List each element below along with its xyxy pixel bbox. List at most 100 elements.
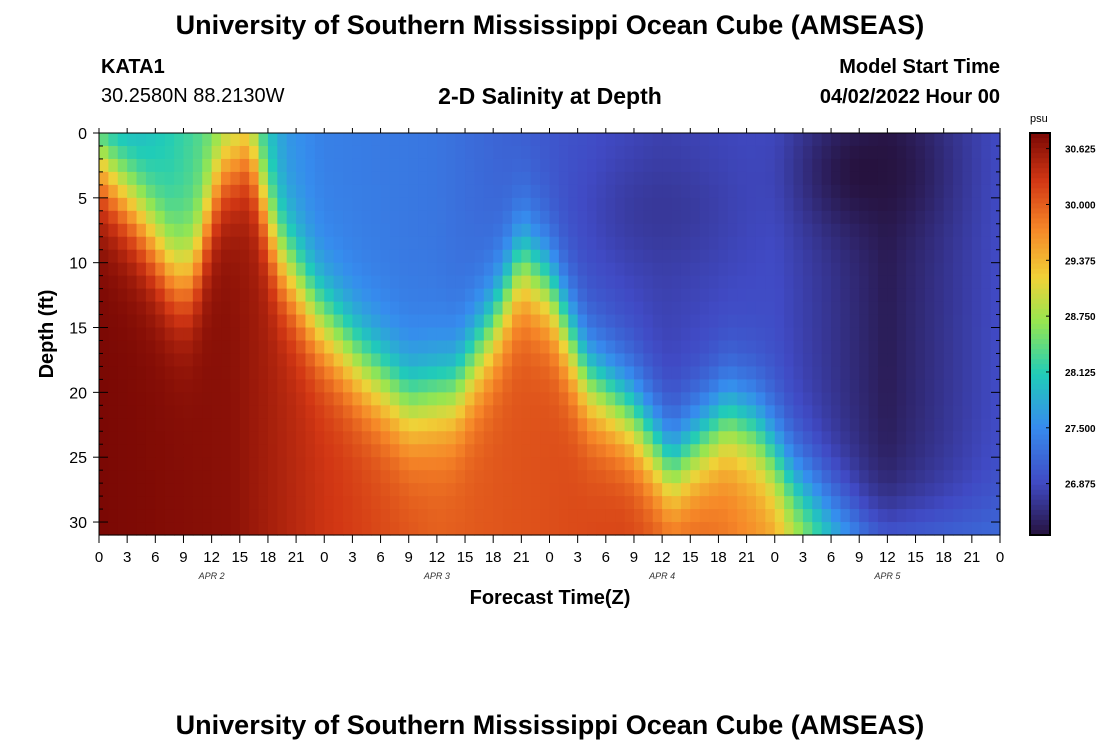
- heatmap-cell: [446, 275, 457, 290]
- heatmap-cell: [615, 133, 626, 147]
- heatmap-cell: [924, 158, 935, 173]
- heatmap-cell: [352, 301, 363, 316]
- heatmap-cell: [906, 444, 917, 458]
- heatmap-cell: [924, 392, 935, 406]
- heatmap-cell: [821, 145, 832, 160]
- heatmap-cell: [943, 366, 954, 380]
- heatmap-cell: [812, 340, 823, 355]
- heatmap-cell: [277, 522, 288, 536]
- heatmap-cell: [465, 392, 476, 406]
- heatmap-cell: [577, 418, 588, 432]
- heatmap-cell: [652, 418, 663, 432]
- y-tick-label: 25: [69, 450, 87, 467]
- heatmap-cell: [164, 509, 175, 523]
- heatmap-cell: [521, 145, 532, 160]
- heatmap-cell: [380, 197, 391, 212]
- heatmap-cell: [990, 522, 1001, 536]
- heatmap-cell: [831, 496, 842, 510]
- heatmap-cell: [399, 275, 410, 290]
- heatmap-cell: [540, 236, 551, 251]
- heatmap-cell: [943, 236, 954, 251]
- heatmap-cell: [802, 197, 813, 212]
- heatmap-cell: [277, 509, 288, 523]
- heatmap-cell: [436, 314, 447, 329]
- heatmap-cell: [202, 418, 213, 432]
- heatmap-cell: [558, 483, 569, 497]
- heatmap-cell: [117, 249, 128, 264]
- heatmap-cell: [296, 366, 307, 380]
- heatmap-cell: [305, 184, 316, 199]
- heatmap-cell: [774, 405, 785, 419]
- heatmap-cell: [690, 223, 701, 238]
- heatmap-cell: [455, 496, 466, 510]
- heatmap-cell: [455, 431, 466, 445]
- heatmap-cell: [192, 145, 203, 160]
- heatmap-cell: [793, 457, 804, 471]
- heatmap-cell: [465, 405, 476, 419]
- heatmap-cell: [305, 236, 316, 251]
- heatmap-cell: [99, 392, 109, 406]
- heatmap-cell: [418, 275, 429, 290]
- heatmap-cell: [971, 145, 982, 160]
- heatmap-cell: [981, 496, 992, 510]
- heatmap-cell: [239, 145, 250, 160]
- heatmap-cell: [849, 392, 860, 406]
- heatmap-cell: [305, 158, 316, 173]
- heatmap-cell: [174, 366, 185, 380]
- heatmap-cell: [361, 522, 372, 536]
- heatmap-cell: [652, 301, 663, 316]
- heatmap-cell: [493, 314, 504, 329]
- heatmap-cell: [436, 327, 447, 342]
- heatmap-cell: [258, 314, 269, 329]
- heatmap-cell: [812, 353, 823, 368]
- heatmap-cell: [802, 353, 813, 368]
- heatmap-cell: [943, 444, 954, 458]
- heatmap-cell: [605, 314, 616, 329]
- heatmap-cell: [718, 418, 729, 432]
- heatmap-cell: [877, 405, 888, 419]
- heatmap-cell: [615, 327, 626, 342]
- heatmap-cell: [549, 470, 560, 484]
- heatmap-cell: [709, 444, 720, 458]
- heatmap-cell: [455, 327, 466, 342]
- heatmap-cell: [633, 184, 644, 199]
- heatmap-cell: [343, 223, 354, 238]
- heatmap-cell: [521, 236, 532, 251]
- heatmap-cell: [211, 340, 222, 355]
- heatmap-cell: [258, 444, 269, 458]
- heatmap-cell: [746, 470, 757, 484]
- heatmap-cell: [971, 210, 982, 225]
- heatmap-cell: [324, 392, 335, 406]
- heatmap-cell: [155, 483, 166, 497]
- heatmap-cell: [765, 470, 776, 484]
- heatmap-cell: [202, 197, 213, 212]
- heatmap-cell: [906, 405, 917, 419]
- heatmap-cell: [465, 444, 476, 458]
- heatmap-cell: [136, 522, 147, 536]
- heatmap-cell: [887, 444, 898, 458]
- heatmap-cell: [145, 496, 156, 510]
- heatmap-cell: [258, 366, 269, 380]
- heatmap-cell: [511, 301, 522, 316]
- heatmap-cell: [267, 262, 278, 277]
- heatmap-cell: [399, 366, 410, 380]
- heatmap-cell: [314, 392, 325, 406]
- heatmap-cell: [418, 145, 429, 160]
- heatmap-cell: [493, 275, 504, 290]
- heatmap-cell: [812, 145, 823, 160]
- heatmap-cell: [136, 366, 147, 380]
- heatmap-cell: [934, 483, 945, 497]
- heatmap-cell: [511, 353, 522, 368]
- heatmap-cell: [474, 340, 485, 355]
- heatmap-cell: [831, 431, 842, 445]
- heatmap-cell: [436, 509, 447, 523]
- heatmap-cell: [549, 133, 560, 147]
- heatmap-cell: [530, 197, 541, 212]
- heatmap-cell: [596, 483, 607, 497]
- heatmap-cell: [333, 522, 344, 536]
- heatmap-cell: [192, 133, 203, 147]
- heatmap-cell: [99, 496, 109, 510]
- heatmap-cell: [530, 470, 541, 484]
- heatmap-cell: [174, 483, 185, 497]
- heatmap-cell: [436, 236, 447, 251]
